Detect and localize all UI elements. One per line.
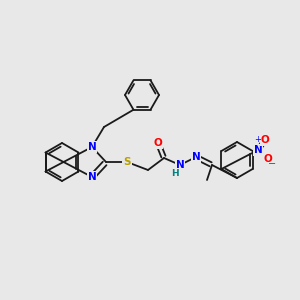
Text: O: O <box>261 135 269 145</box>
Text: O: O <box>264 154 272 164</box>
Text: H: H <box>171 169 179 178</box>
Text: N: N <box>176 160 184 170</box>
Text: N: N <box>88 142 96 152</box>
Text: N: N <box>88 172 96 182</box>
Text: S: S <box>123 157 131 167</box>
Text: N: N <box>192 152 200 162</box>
Text: −: − <box>268 159 276 169</box>
Text: +: + <box>254 135 261 144</box>
Text: O: O <box>154 138 162 148</box>
Text: N: N <box>254 145 262 155</box>
